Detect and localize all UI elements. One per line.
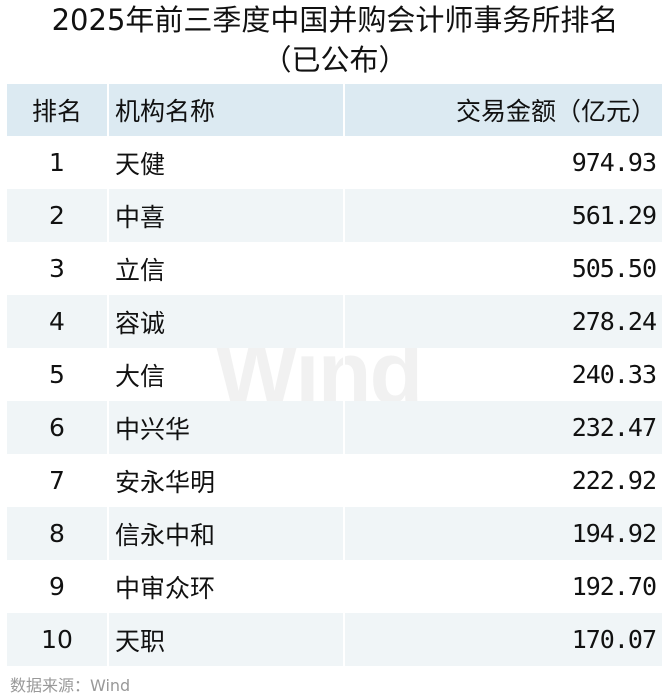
name-cell: 安永华明	[107, 454, 344, 507]
name-cell: 天职	[107, 613, 344, 666]
header-amount: 交易金额（亿元）	[343, 84, 662, 136]
table-row: 6 中兴华 232.47	[7, 401, 662, 454]
header-name: 机构名称	[107, 84, 344, 136]
amount-cell: 505.50	[343, 242, 662, 295]
table-row: 1 天健 974.93	[7, 136, 662, 189]
table-row: 7 安永华明 222.92	[7, 454, 662, 507]
rank-cell: 2	[7, 189, 108, 242]
page-subtitle: （已公布）	[262, 43, 408, 77]
rank-cell: 5	[49, 360, 65, 389]
name-cell: 天健	[107, 136, 344, 189]
amount-cell: 222.92	[343, 454, 662, 507]
table-row: 10 天职 170.07	[7, 613, 662, 666]
table-row: 5 大信 240.33	[7, 348, 662, 401]
source-note: 数据来源：Wind	[10, 676, 131, 695]
rank-cell: 6	[7, 401, 108, 454]
table-row: 2 中喜 561.29	[7, 189, 662, 242]
name-cell: 中审众环	[107, 560, 344, 613]
header-rank: 排名	[7, 84, 108, 136]
amount-cell: 192.70	[343, 560, 662, 613]
rank-cell: 7	[49, 466, 65, 495]
name-cell: 中兴华	[107, 401, 344, 454]
table-row: 8 信永中和 194.92	[7, 507, 662, 560]
amount-cell: 278.24	[343, 295, 662, 348]
table-row: 9 中审众环 192.70	[7, 560, 662, 613]
rank-cell: 3	[49, 254, 65, 283]
amount-cell: 194.92	[343, 507, 662, 560]
table-row: 4 容诚 278.24	[7, 295, 662, 348]
rank-cell: 1	[49, 148, 65, 177]
rank-cell: 4	[7, 295, 108, 348]
rank-cell: 8	[7, 507, 108, 560]
amount-cell: 232.47	[343, 401, 662, 454]
amount-cell: 974.93	[343, 136, 662, 189]
amount-cell: 240.33	[343, 348, 662, 401]
rank-cell: 9	[49, 572, 65, 601]
ranking-table: 排名 机构名称 交易金额（亿元） 1 天健 974.93 2 中喜 561.29 3 立信 50…	[7, 84, 662, 666]
name-cell: 大信	[107, 348, 344, 401]
page-title: 2025年前三季度中国并购会计师事务所排名	[51, 3, 619, 37]
name-cell: 立信	[107, 242, 344, 295]
name-cell: 信永中和	[107, 507, 344, 560]
name-cell: 容诚	[107, 295, 344, 348]
amount-cell: 561.29	[343, 189, 662, 242]
amount-cell: 170.07	[343, 613, 662, 666]
table-header-row: 排名 机构名称 交易金额（亿元）	[7, 84, 662, 136]
rank-cell: 10	[7, 613, 108, 666]
table-row: 3 立信 505.50	[7, 242, 662, 295]
name-cell: 中喜	[107, 189, 344, 242]
